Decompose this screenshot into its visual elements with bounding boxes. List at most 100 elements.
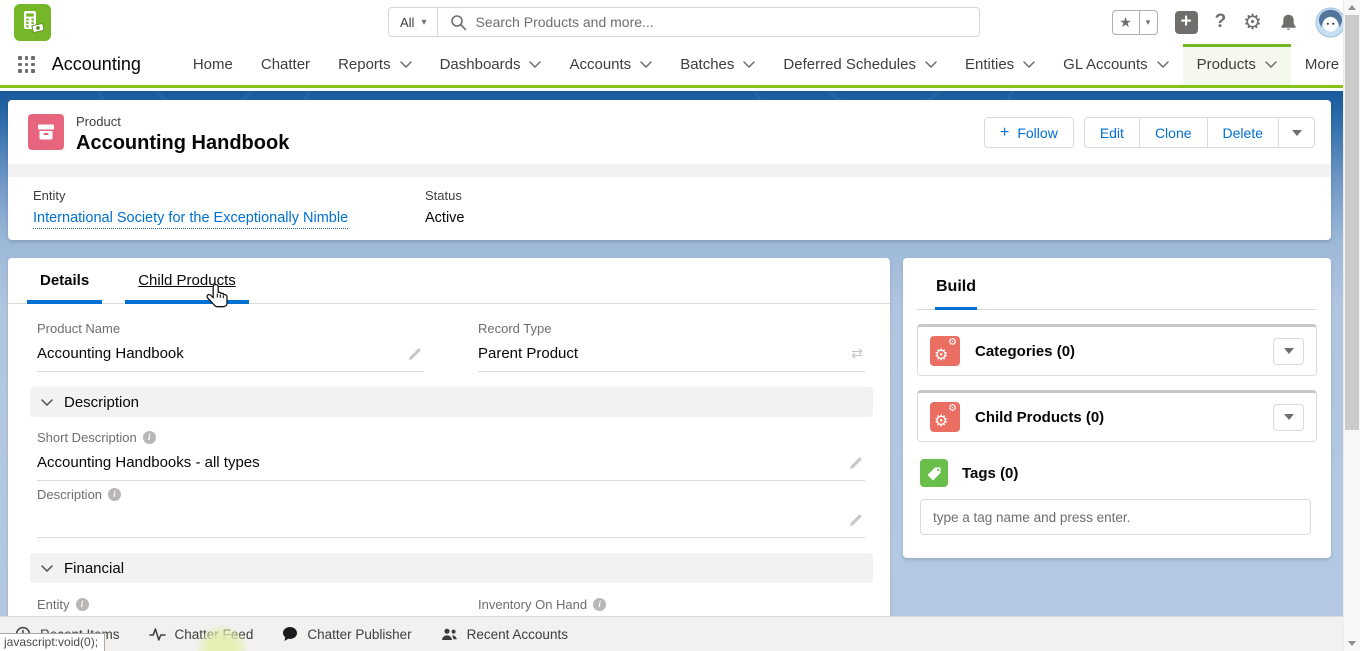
content-row: Details Child Products Product Name Acco… bbox=[8, 258, 1331, 651]
global-header: All ▾ ★ ▾ + ? ⚙ bbox=[0, 0, 1360, 44]
status-value: Active bbox=[425, 210, 465, 226]
child-products-card: ⚙ ⚙ Child Products (0) bbox=[917, 390, 1317, 442]
build-panel: Build ⚙ ⚙ Categories (0) ⚙ ⚙ Child Product… bbox=[903, 258, 1331, 558]
record-tabset: Details Child Products bbox=[8, 258, 890, 304]
product-name-value: Accounting Handbook bbox=[37, 345, 184, 362]
edit-button[interactable]: Edit bbox=[1083, 117, 1140, 148]
field-inventory-on-hand: Inventory On Hand i 0 bbox=[478, 597, 865, 637]
search-input[interactable] bbox=[473, 13, 979, 31]
categories-dropdown-button[interactable] bbox=[1273, 337, 1304, 365]
section-description[interactable]: Description bbox=[30, 387, 873, 417]
categories-card: ⚙ ⚙ Categories (0) bbox=[917, 324, 1317, 376]
user-avatar[interactable] bbox=[1315, 6, 1346, 38]
tab-child-products[interactable]: Child Products bbox=[125, 258, 249, 304]
follow-button[interactable]: + Follow bbox=[984, 117, 1074, 148]
notifications-bell-icon[interactable] bbox=[1279, 13, 1298, 32]
tab-details[interactable]: Details bbox=[27, 258, 103, 304]
chevron-down-icon bbox=[529, 61, 542, 68]
nav-tab-reports[interactable]: Reports bbox=[324, 44, 426, 85]
child-products-dropdown-button[interactable] bbox=[1273, 403, 1304, 431]
chevron-down-icon bbox=[640, 61, 652, 68]
field-record-type: Record Type Parent Product ⇄ bbox=[478, 321, 865, 372]
financial-entity-label: Entity bbox=[37, 597, 70, 612]
caret-down-icon bbox=[1291, 129, 1302, 136]
object-label: Product bbox=[76, 114, 121, 129]
favorites-dropdown-icon[interactable]: ▾ bbox=[1145, 16, 1151, 27]
plus-icon: + bbox=[1000, 123, 1010, 141]
description-fields: Short Description i Accounting Handbooks… bbox=[8, 417, 890, 538]
favorites-button: ★ ▾ bbox=[1111, 9, 1158, 35]
chevron-down-icon bbox=[743, 61, 756, 68]
scrollbar-down-arrow[interactable] bbox=[1344, 636, 1360, 651]
chevron-down-icon bbox=[1023, 61, 1035, 68]
nav-tab-chatter[interactable]: Chatter bbox=[260, 56, 311, 73]
search-scope-selector[interactable]: All ▾ bbox=[389, 8, 437, 36]
entity-link[interactable]: International Society for the Exceptiona… bbox=[33, 210, 349, 229]
info-icon[interactable]: i bbox=[108, 488, 122, 501]
utility-recent-accounts[interactable]: Recent Accounts bbox=[441, 627, 568, 642]
info-icon[interactable]: i bbox=[75, 598, 89, 611]
page-stage: Product Accounting Handbook + Follow Edi… bbox=[0, 91, 1360, 651]
highlights-divider-band bbox=[8, 164, 1331, 177]
nav-tab-gl-accounts[interactable]: GL Accounts bbox=[1049, 44, 1183, 85]
utility-bar: Recent Items Chatter Feed Chatter Publis… bbox=[0, 616, 1360, 651]
search-icon bbox=[451, 14, 467, 30]
section-financial[interactable]: Financial bbox=[30, 553, 873, 583]
section-chevron-icon bbox=[41, 564, 53, 572]
caret-down-icon bbox=[1283, 414, 1294, 420]
record-title: Accounting Handbook bbox=[76, 132, 290, 154]
tags-label: Tags (0) bbox=[962, 464, 1019, 482]
status-label: Status bbox=[425, 188, 462, 203]
help-icon[interactable]: ? bbox=[1214, 11, 1227, 32]
field-short-description: Short Description i Accounting Handbooks… bbox=[37, 430, 865, 481]
chevron-down-icon bbox=[1265, 61, 1277, 68]
nav-tab-dashboards[interactable]: Dashboards bbox=[426, 44, 556, 85]
people-icon bbox=[441, 628, 457, 640]
nav-tab-home[interactable]: Home bbox=[192, 56, 233, 73]
header-actions: ★ ▾ + ? ⚙ bbox=[1111, 6, 1346, 38]
change-record-type-icon[interactable]: ⇄ bbox=[851, 345, 863, 361]
chevron-down-icon: ▾ bbox=[421, 16, 427, 28]
accounting-app-logo[interactable] bbox=[14, 3, 51, 41]
tag-input[interactable] bbox=[920, 499, 1311, 535]
edit-pencil-icon[interactable] bbox=[849, 456, 863, 470]
info-icon[interactable]: i bbox=[593, 598, 607, 611]
child-products-gears-icon: ⚙ ⚙ bbox=[930, 402, 960, 432]
edit-pencil-icon[interactable] bbox=[849, 513, 863, 527]
chevron-down-icon bbox=[925, 61, 937, 68]
speech-bubble-icon bbox=[283, 627, 298, 641]
record-action-group: Edit Clone Delete bbox=[1083, 117, 1315, 148]
delete-button[interactable]: Delete bbox=[1207, 117, 1279, 148]
nav-tab-entities[interactable]: Entities bbox=[951, 44, 1049, 85]
details-card: Details Child Products Product Name Acco… bbox=[8, 258, 890, 651]
browser-status-tooltip: javascript:void(0); bbox=[0, 633, 106, 651]
scrollbar-up-arrow[interactable] bbox=[1344, 0, 1360, 15]
tab-build[interactable]: Build bbox=[935, 270, 977, 310]
app-name: Accounting bbox=[51, 54, 141, 74]
nav-tab-accounts[interactable]: Accounts bbox=[555, 44, 666, 85]
scrollbar-thumb[interactable] bbox=[1345, 15, 1359, 430]
caret-down-icon bbox=[1283, 348, 1294, 354]
global-actions-button[interactable]: + bbox=[1174, 10, 1198, 34]
info-icon[interactable]: i bbox=[142, 431, 156, 444]
edit-pencil-icon[interactable] bbox=[408, 347, 422, 361]
chevron-down-icon bbox=[1156, 61, 1169, 68]
tags-icon bbox=[920, 459, 948, 487]
clone-button[interactable]: Clone bbox=[1139, 117, 1208, 148]
detail-fields-top: Product Name Accounting Handbook Record … bbox=[8, 304, 890, 372]
short-description-value: Accounting Handbooks - all types bbox=[37, 454, 260, 471]
setup-gear-icon[interactable]: ⚙ bbox=[1243, 10, 1262, 34]
nav-tab-batches[interactable]: Batches bbox=[666, 44, 769, 85]
tags-header: Tags (0) bbox=[917, 459, 1317, 487]
inventory-label: Inventory On Hand bbox=[478, 597, 588, 612]
nav-tab-products[interactable]: Products bbox=[1182, 44, 1291, 85]
more-actions-dropdown[interactable] bbox=[1279, 117, 1315, 148]
field-description: Description i bbox=[37, 487, 865, 538]
utility-chatter-publisher[interactable]: Chatter Publisher bbox=[282, 626, 412, 642]
utility-chatter-feed[interactable]: Chatter Feed bbox=[148, 627, 253, 642]
browser-scrollbar[interactable] bbox=[1343, 0, 1360, 651]
app-launcher-waffle-icon[interactable] bbox=[18, 56, 35, 73]
favorite-star-icon[interactable]: ★ bbox=[1113, 10, 1140, 34]
nav-tab-deferred-schedules[interactable]: Deferred Schedules bbox=[769, 44, 951, 85]
